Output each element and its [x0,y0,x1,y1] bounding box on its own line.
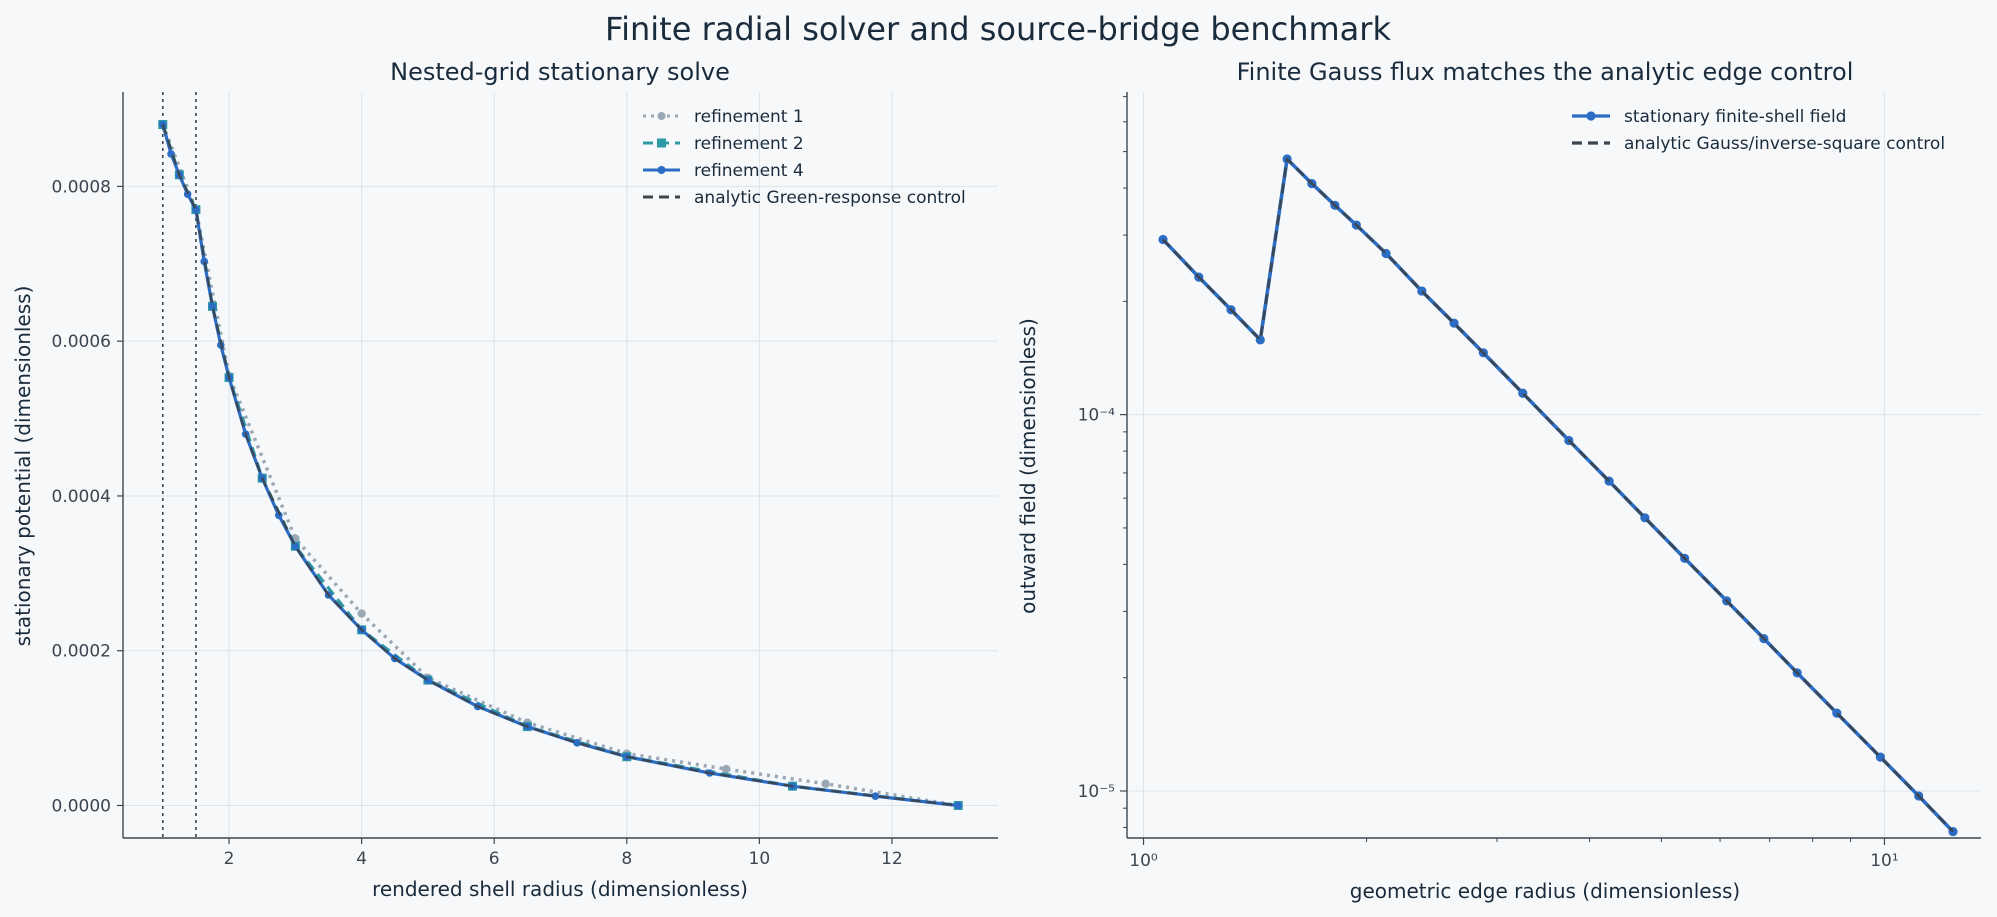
right-chart-title: Finite Gauss flux matches the analytic e… [1237,58,1854,86]
left-data-point-0 [722,764,731,774]
left-x-axis-label: rendered shell radius (dimensionless) [372,877,748,901]
left-x-tick-label: 6 [489,849,500,869]
left-y-tick-label: 0.0000 [52,796,111,816]
right-x-tick-label: 10¹ [1870,851,1898,871]
left-x-tick-label: 4 [356,849,367,869]
right-y-tick-label: 10⁻⁴ [1078,406,1116,426]
left-data-point-2 [192,205,200,214]
left-data-point-2 [274,511,283,520]
left-chart-title: Nested-grid stationary solve [390,58,730,86]
left-data-point-2 [208,302,217,311]
left-data-point-0 [821,779,830,789]
right-y-axis-label: outward field (dimensionless) [1016,318,1040,614]
right-y-tick-label: 10⁻⁵ [1078,782,1115,802]
right-legend-marker [1586,111,1596,121]
left-series-line-0 [161,123,959,808]
left-series-line-1 [161,124,959,808]
right-x-tick-label: 10⁰ [1129,851,1158,871]
left-data-point-2 [954,801,963,810]
left-x-tick-label: 10 [749,849,771,869]
left-data-point-0 [357,609,366,618]
left-data-point-2 [573,739,581,747]
left-legend-marker [657,112,666,120]
right-legend-label: analytic Gauss/inverse-square control [1624,134,1945,154]
left-legend-marker [657,166,666,174]
left-series-line-2 [161,124,959,808]
left-data-point-2 [871,792,880,801]
left-y-tick-label: 0.0002 [52,642,111,662]
right-legend-label: stationary finite-shell field [1624,107,1846,127]
left-x-tick-label: 12 [881,849,903,869]
left-legend-marker [657,138,666,148]
left-y-tick-label: 0.0008 [52,177,111,197]
right-chart-panel: Finite Gauss flux matches the analytic e… [1016,58,1981,903]
left-series-line-3 [161,124,959,807]
left-legend-label: refinement 2 [694,134,804,154]
left-y-tick-label: 0.0006 [52,332,111,352]
left-data-point-2 [158,120,167,129]
left-x-tick-label: 2 [224,849,235,869]
figure-title: Finite radial solver and source-bridge b… [605,10,1391,48]
right-x-axis-label: geometric edge radius (dimensionless) [1350,879,1740,903]
right-series-line-1 [1162,157,1954,833]
left-legend-label: refinement 1 [694,107,804,127]
left-chart-panel: Nested-grid stationary solve rendered sh… [11,58,998,901]
left-legend-label: analytic Green-response control [694,188,966,208]
right-series-line-0 [1161,157,1955,833]
left-y-axis-label: stationary potential (dimensionless) [11,286,35,647]
left-x-tick-label: 8 [621,849,632,869]
left-y-tick-label: 0.0004 [52,487,111,507]
left-legend-label: refinement 4 [694,161,804,181]
